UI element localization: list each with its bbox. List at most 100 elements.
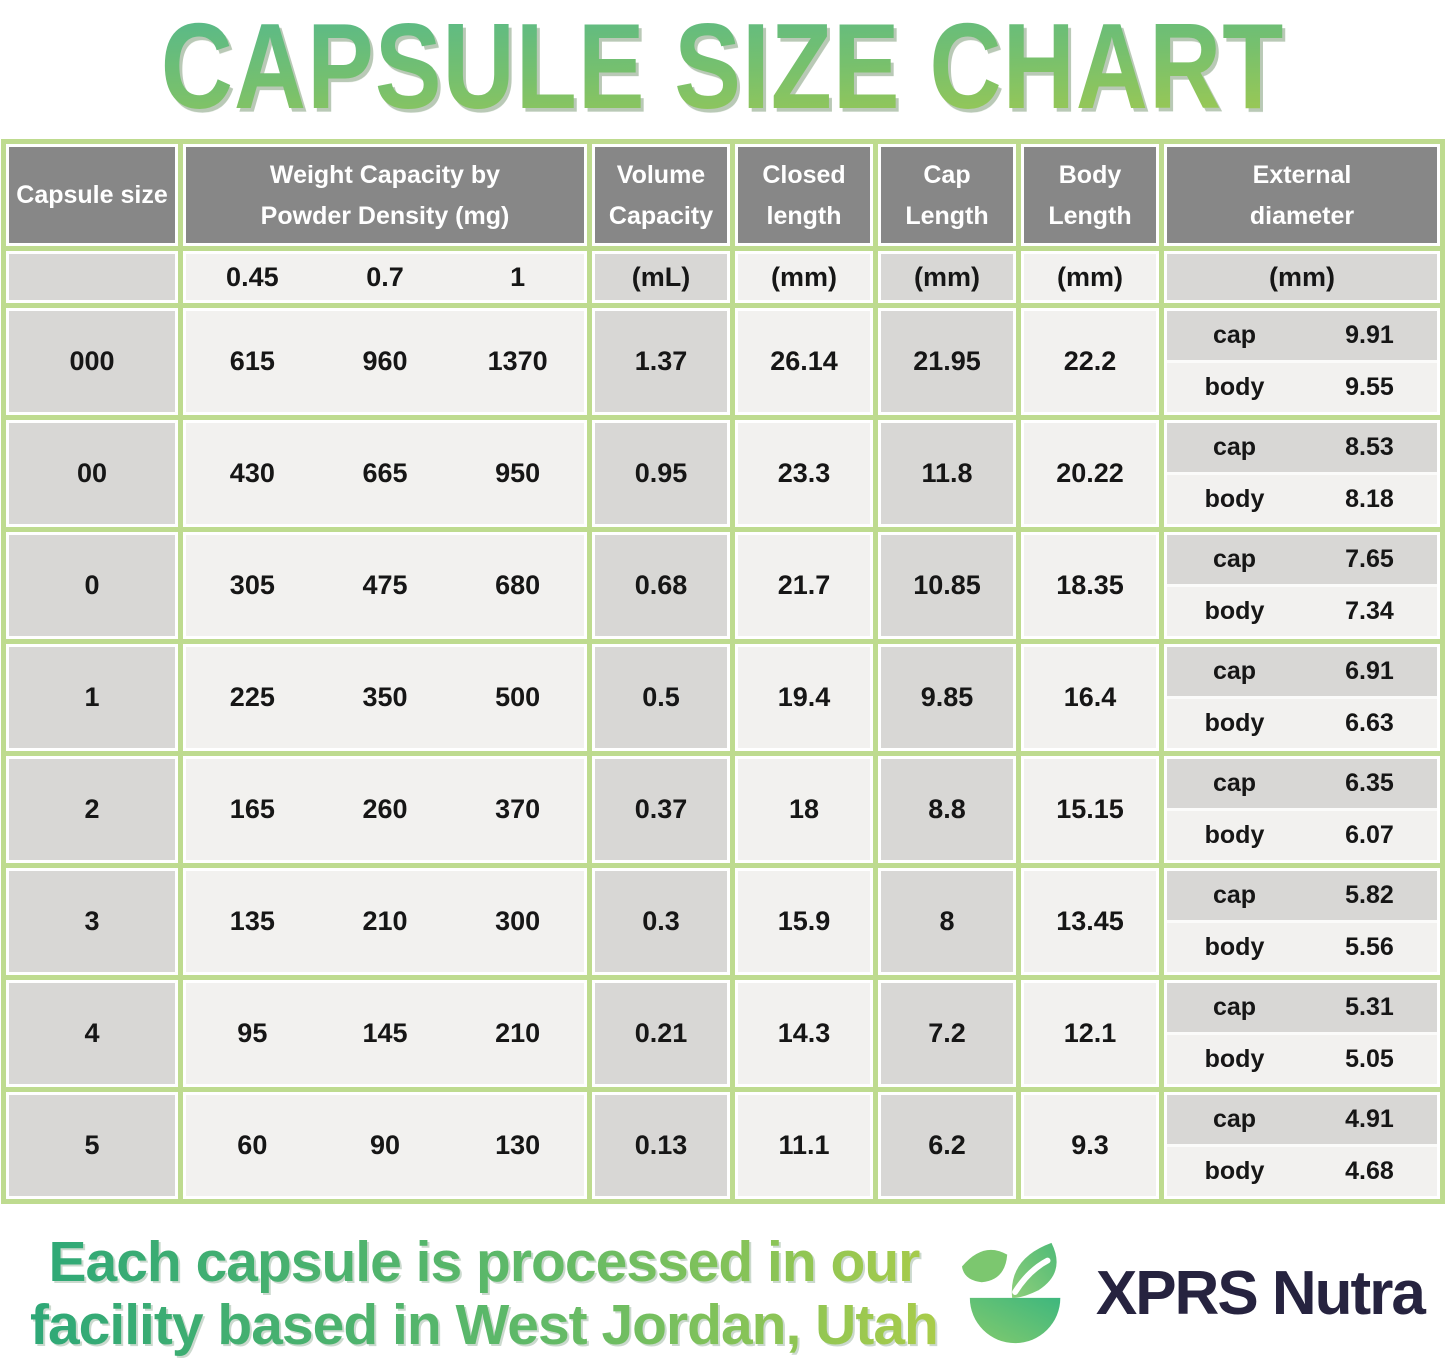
body-length-cell: 18.35 — [1024, 535, 1156, 636]
external-body-row: body 6.07 — [1167, 811, 1437, 860]
external-diameter-cell: cap 5.82 body 5.56 — [1167, 871, 1437, 972]
external-cap-row: cap 9.91 — [1167, 311, 1437, 363]
volume-capacity-cell: 1.37 — [595, 311, 727, 412]
header-volume-line1: Volume — [616, 160, 706, 189]
volume-capacity-cell: 0.95 — [595, 423, 727, 524]
weight-045-value: 305 — [229, 570, 275, 600]
weight-capacity-cell: 430 665 950 — [186, 423, 584, 524]
units-cap-cell: (mm) — [881, 254, 1013, 300]
footer: Each capsule is processed in our facilit… — [0, 1205, 1445, 1356]
external-body-value: 7.34 — [1345, 597, 1394, 625]
weight-045-value: 95 — [237, 1018, 268, 1048]
external-body-row: body 9.55 — [1167, 363, 1437, 412]
volume-value: 0.13 — [634, 1130, 688, 1160]
weight-capacity-cell: 615 960 1370 — [186, 311, 584, 412]
external-cap-value: 4.91 — [1345, 1105, 1394, 1133]
volume-capacity-cell: 0.3 — [595, 871, 727, 972]
body-length-value: 13.45 — [1056, 906, 1124, 936]
closed-length-value: 26.14 — [770, 346, 838, 376]
header-body-length: Body Length — [1024, 147, 1156, 243]
weight-1-value: 680 — [495, 570, 541, 600]
weight-capacity-cell: 165 260 370 — [186, 759, 584, 860]
cap-length-cell: 21.95 — [881, 311, 1013, 412]
body-length-cell: 9.3 — [1024, 1095, 1156, 1196]
header-external-line1: External — [1252, 160, 1352, 189]
units-closed-label: (mm) — [771, 261, 837, 292]
closed-length-cell: 26.14 — [738, 311, 870, 412]
cap-length-value: 21.95 — [913, 346, 981, 376]
closed-length-cell: 14.3 — [738, 983, 870, 1084]
external-cap-row: cap 8.53 — [1167, 423, 1437, 475]
external-diameter-cell: cap 8.53 body 8.18 — [1167, 423, 1437, 524]
external-diameter-cell: cap 7.65 body 7.34 — [1167, 535, 1437, 636]
brand-logo: XPRS Nutra — [956, 1235, 1426, 1353]
cap-length-value: 7.2 — [928, 1018, 966, 1048]
cap-length-cell: 7.2 — [881, 983, 1013, 1084]
header-weight-line2: Powder Density (mg) — [260, 201, 510, 230]
body-length-value: 15.15 — [1056, 794, 1124, 824]
title-area: CAPSULE SIZE CHART — [0, 0, 1445, 138]
header-cap-line1: Cap — [923, 160, 971, 189]
header-weight-capacity: Weight Capacity by Powder Density (mg) — [186, 147, 584, 243]
header-volume-capacity: Volume Capacity — [595, 147, 727, 243]
external-diameter-cell: cap 4.91 body 4.68 — [1167, 1095, 1437, 1196]
weight-1-value: 300 — [495, 906, 541, 936]
external-cap-value: 6.35 — [1345, 769, 1394, 797]
header-weight-line1: Weight Capacity by — [269, 160, 501, 189]
weight-1-value: 1370 — [487, 346, 548, 376]
closed-length-cell: 15.9 — [738, 871, 870, 972]
header-volume-line2: Capacity — [608, 201, 714, 230]
cap-length-value: 11.8 — [921, 458, 973, 488]
external-cap-label: cap — [1212, 881, 1257, 909]
header-external-diameter: External diameter — [1167, 147, 1437, 243]
closed-length-value: 23.3 — [777, 458, 831, 488]
weight-1-value: 370 — [495, 794, 541, 824]
weight-1-value: 950 — [495, 458, 541, 488]
volume-capacity-cell: 0.68 — [595, 535, 727, 636]
body-length-value: 9.3 — [1071, 1130, 1109, 1160]
external-cap-label: cap — [1212, 433, 1257, 461]
volume-value: 0.68 — [634, 570, 688, 600]
weight-045-value: 135 — [229, 906, 275, 936]
body-length-cell: 16.4 — [1024, 647, 1156, 748]
weight-045-value: 165 — [229, 794, 275, 824]
external-body-label: body — [1204, 1157, 1265, 1185]
volume-value: 0.95 — [634, 458, 688, 488]
page-title: CAPSULE SIZE CHART — [161, 0, 1285, 137]
cap-length-cell: 11.8 — [881, 423, 1013, 524]
external-body-value: 5.56 — [1345, 933, 1394, 961]
cap-length-value: 8.8 — [928, 794, 966, 824]
external-body-row: body 6.63 — [1167, 699, 1437, 748]
external-body-label: body — [1204, 933, 1265, 961]
body-length-value: 20.22 — [1056, 458, 1124, 488]
closed-length-value: 14.3 — [777, 1018, 831, 1048]
weight-045-value: 430 — [229, 458, 275, 488]
external-body-label: body — [1204, 597, 1265, 625]
external-cap-value: 6.91 — [1345, 657, 1394, 685]
header-cap-length: Cap Length — [881, 147, 1013, 243]
units-volume-label: (mL) — [631, 261, 691, 292]
external-cap-label: cap — [1212, 321, 1257, 349]
weight-capacity-cell: 135 210 300 — [186, 871, 584, 972]
header-closed-line1: Closed — [762, 160, 846, 189]
header-external-line2: diameter — [1249, 201, 1355, 230]
weight-07-value: 210 — [362, 906, 408, 936]
tagline: Each capsule is processed in our facilit… — [30, 1231, 938, 1356]
external-body-value: 6.63 — [1345, 709, 1394, 737]
external-body-row: body 4.68 — [1167, 1147, 1437, 1196]
header-closed-length: Closed length — [738, 147, 870, 243]
weight-045-value: 225 — [229, 682, 275, 712]
brand-leaf-bowl-icon — [961, 1242, 1061, 1343]
capsule-size-table: Capsule size Weight Capacity by Powder D… — [0, 138, 1445, 1205]
units-density-1: 1 — [510, 261, 526, 292]
external-body-row: body 7.34 — [1167, 587, 1437, 636]
capsule-size-value: 5 — [84, 1130, 100, 1160]
external-body-value: 6.07 — [1345, 821, 1394, 849]
external-cap-row: cap 5.82 — [1167, 871, 1437, 923]
external-cap-label: cap — [1212, 657, 1257, 685]
external-body-value: 5.05 — [1345, 1045, 1394, 1073]
tagline-line2: facility based in West Jordan, Utah — [30, 1292, 938, 1357]
closed-length-value: 15.9 — [777, 906, 831, 936]
weight-07-value: 960 — [362, 346, 408, 376]
body-length-cell: 12.1 — [1024, 983, 1156, 1084]
